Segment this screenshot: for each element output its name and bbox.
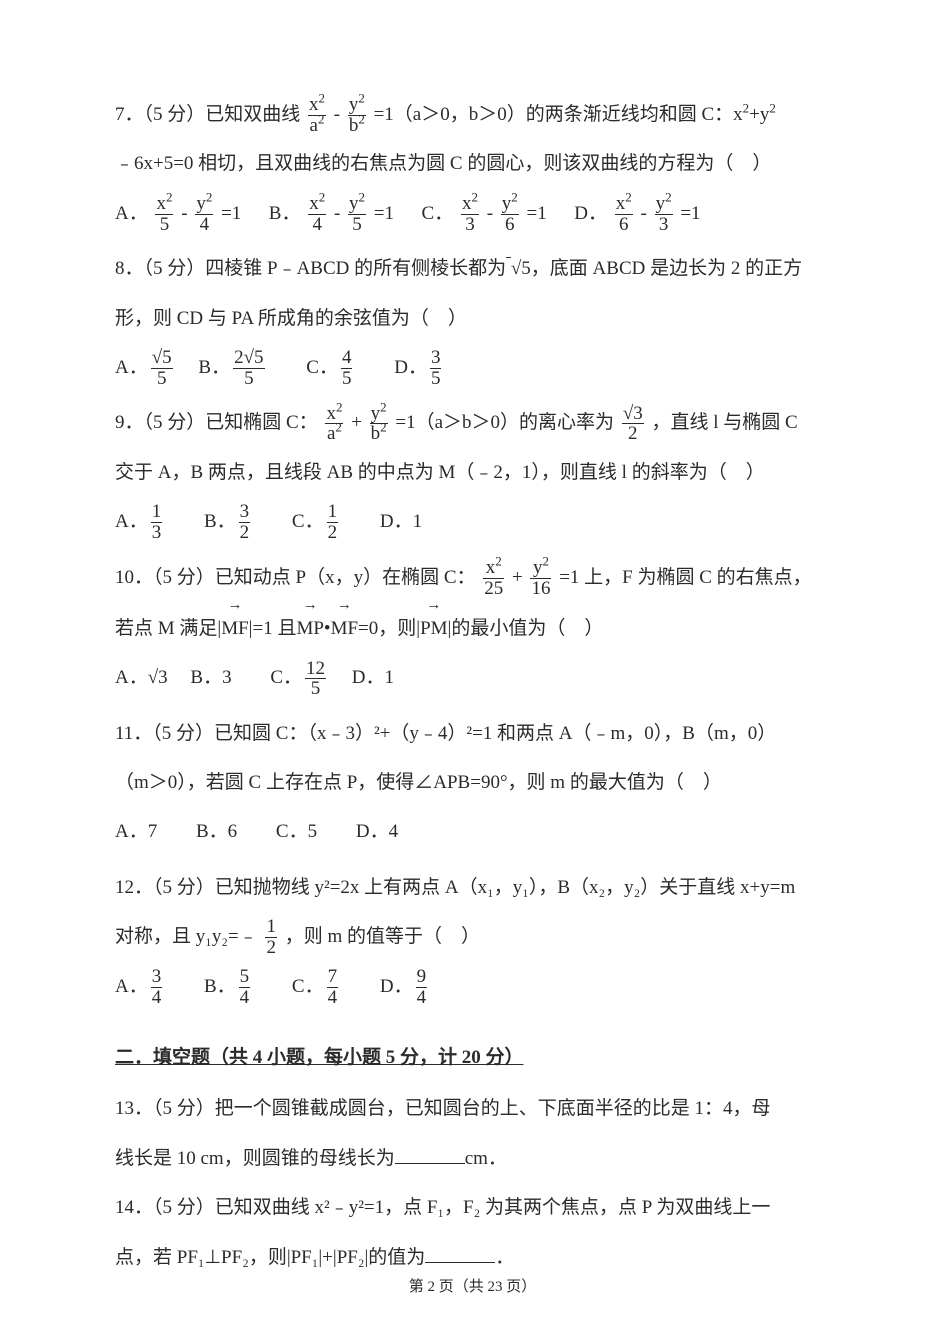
vec-mf: MF xyxy=(221,602,248,653)
q12-choices: A．34 B．54 C．74 D．94 xyxy=(115,962,830,1011)
page: 7．（5 分）已知双曲线 x2 a2 - y2 b2 =1（a＞0，b＞0）的两… xyxy=(0,0,945,1337)
q11-line2: （m＞0），若圆 C 上存在点 P，使得∠APB=90°，则 m 的最大值为（ … xyxy=(115,758,830,807)
q9-D: D．1 xyxy=(380,511,422,532)
q9-line2: 交于 A，B 两点，且线段 AB 的中点为 M（﹣2，1），则直线 l 的斜率为… xyxy=(115,448,830,497)
q7-line2: ﹣6x+5=0 相切，且双曲线的右焦点为圆 C 的圆心，则该双曲线的方程为（ ） xyxy=(115,139,830,188)
q8-D: D．35 xyxy=(394,357,444,378)
q10-D: D．1 xyxy=(352,667,394,688)
q11-C: C．5 xyxy=(276,821,317,842)
q11-choices: A．7 B．6 C．5 D．4 xyxy=(115,807,830,856)
q11-line1: 11．（5 分）已知圆 C：（x﹣3）²+（y﹣4）²=1 和两点 A（﹣m，0… xyxy=(115,709,830,758)
q8-C: C．45 xyxy=(306,357,355,378)
q12-line1: 12．（5 分）已知抛物线 y²=2x 上有两点 A（x₁，y₁），B（x₂，y… xyxy=(115,863,830,912)
q12-A: A．34 xyxy=(115,976,165,997)
q13-line2: 线长是 10 cm，则圆锥的母线长为cm． xyxy=(115,1134,830,1183)
q10-line2: 若点 M 满足|MF|=1 且MP•MF=0，则|PM|的最小值为（ ） xyxy=(115,602,830,653)
page-footer: 第 2 页（共 23 页） xyxy=(0,1280,945,1295)
q9-A: A．13 xyxy=(115,511,165,532)
vec-mf2: MF xyxy=(331,602,358,653)
q14-line1: 14．（5 分）已知双曲线 x²﹣y²=1，点 F₁，F₂ 为其两个焦点，点 P… xyxy=(115,1183,830,1232)
blank-14 xyxy=(425,1239,495,1263)
q7-line1: 7．（5 分）已知双曲线 x2 a2 - y2 b2 =1（a＞0，b＞0）的两… xyxy=(115,90,830,139)
q14-line2: 点，若 PF₁⊥PF₂，则|PF₁|+|PF₂|的值为． xyxy=(115,1233,830,1282)
q9-line1: 9．（5 分）已知椭圆 C： x2a2 + y2b2 =1（a＞b＞0）的离心率… xyxy=(115,398,830,447)
q7-B: B． x24 - y25 =1 xyxy=(269,203,399,224)
q7-D: D． x26 - y23 =1 xyxy=(574,203,700,224)
q10-choices: A．√3 B．3 C．125 D．1 xyxy=(115,653,830,702)
q10-A: A．√3 xyxy=(115,667,168,688)
q7-C: C． x23 - y26 =1 xyxy=(422,203,552,224)
q8-line2: 形，则 CD 与 PA 所成角的余弦值为（ ） xyxy=(115,294,830,343)
q10-B: B．3 xyxy=(190,667,231,688)
q8-A: A．√55 xyxy=(115,357,176,378)
q7-frac2: y2 b2 xyxy=(348,95,366,136)
q12-C: C．74 xyxy=(292,976,341,997)
q12-D: D．94 xyxy=(380,976,430,997)
q11-D: D．4 xyxy=(356,821,398,842)
vec-mp: MP xyxy=(296,602,323,653)
q10-C: C．125 xyxy=(270,667,329,688)
q9-B: B．32 xyxy=(204,511,253,532)
q11-B: B．6 xyxy=(196,821,237,842)
q13-line1: 13．（5 分）把一个圆锥截成圆台，已知圆台的上、下底面半径的比是 1：4，母 xyxy=(115,1084,830,1133)
q7-A: A． x25 - y24 =1 xyxy=(115,203,246,224)
q11-A: A．7 xyxy=(115,821,157,842)
q7-choices: A． x25 - y24 =1 B． x24 - y25 =1 C． x23 -… xyxy=(115,189,830,238)
q8-choices: A．√55 B．2√55 C．45 D．35 xyxy=(115,343,830,392)
q8-B: B．2√55 xyxy=(198,357,267,378)
q7-prefix: 7．（5 分）已知双曲线 xyxy=(115,104,300,125)
blank-13 xyxy=(395,1140,465,1164)
q12-line2: 对称，且 y₁y₂=﹣ 12 ，则 m 的值等于（ ） xyxy=(115,912,830,961)
q12-B: B．54 xyxy=(204,976,253,997)
q8-line1: 8．（5 分）四棱锥 P﹣ABCD 的所有侧棱长都为 √5，底面 ABCD 是边… xyxy=(115,244,830,293)
vec-pm: PM xyxy=(420,602,447,653)
section2-title: 二．填空题（共 4 小题，每小题 5 分，计 20 分） xyxy=(115,1033,830,1082)
q9-C: C．12 xyxy=(292,511,341,532)
q7-frac1: x2 a2 xyxy=(308,95,326,136)
q9-choices: A．13 B．32 C．12 D．1 xyxy=(115,497,830,546)
